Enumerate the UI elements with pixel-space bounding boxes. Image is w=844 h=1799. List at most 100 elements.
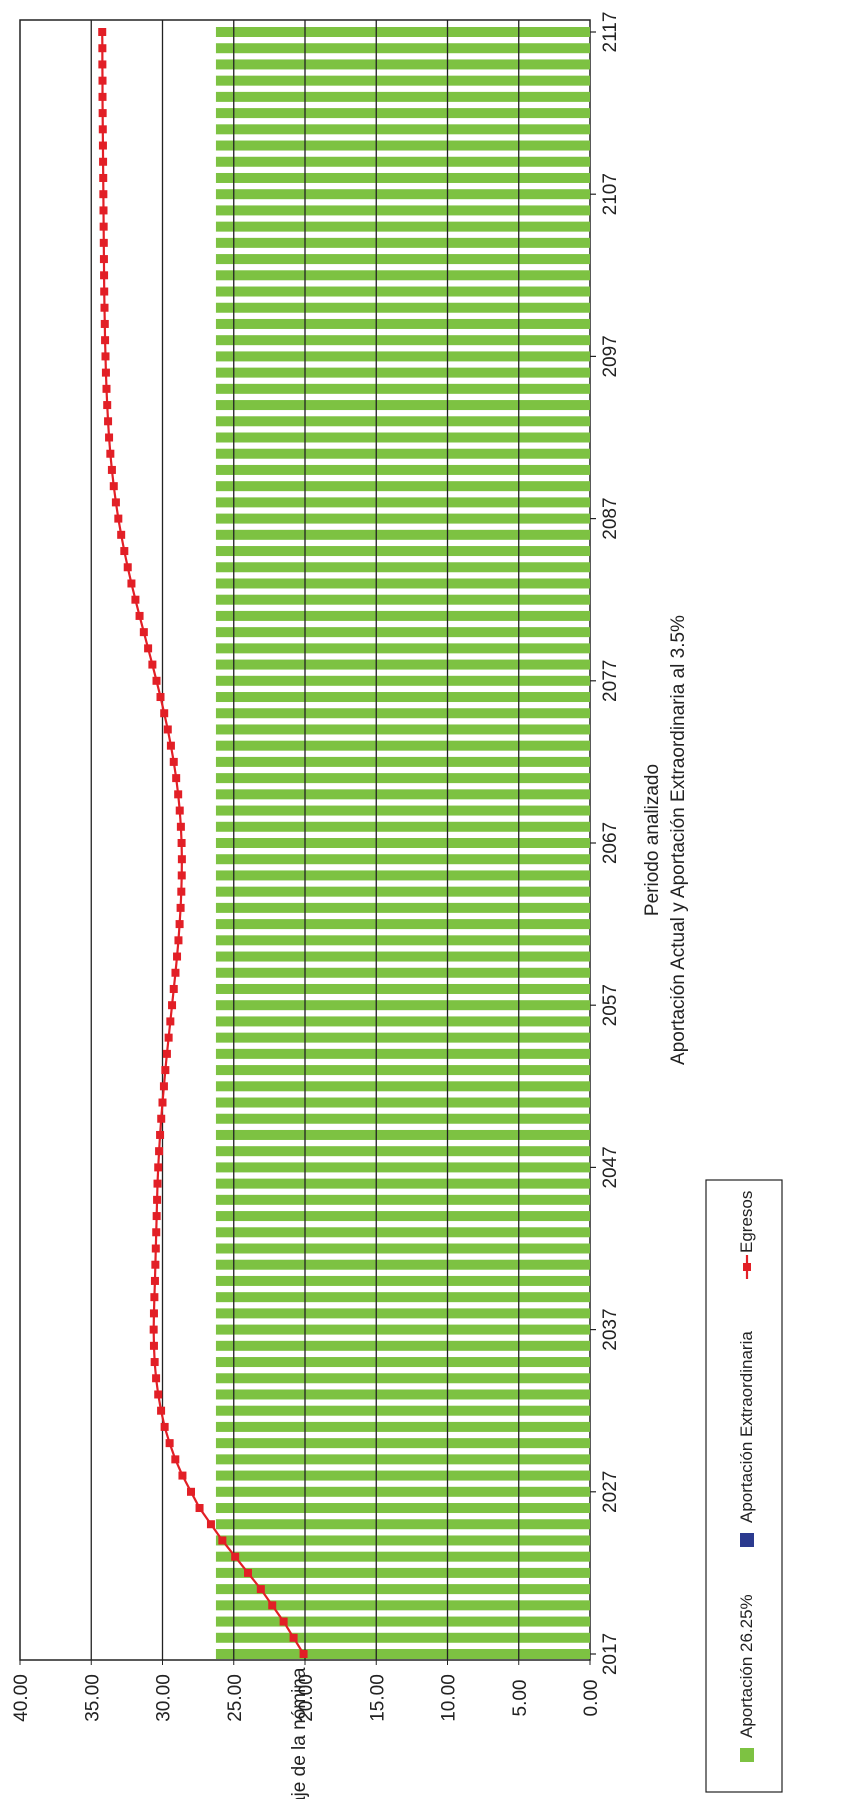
bar-aportacion [215,643,590,654]
egresos-point [164,1033,173,1042]
bar-aportacion [215,594,590,605]
bar-aportacion [215,1048,590,1059]
egresos-point [102,384,111,393]
egresos-point [149,1325,158,1334]
bar-aportacion [215,1016,590,1027]
egresos-point [157,1406,166,1415]
bar-aportacion [215,367,590,378]
bar-aportacion [215,546,590,557]
x-tick-label: 2047 [600,1146,621,1188]
bar-aportacion [215,951,590,962]
x-tick-label: 2057 [600,984,621,1026]
egresos-point [158,1098,167,1107]
bar-aportacion [215,27,590,37]
bar-aportacion [215,124,590,135]
egresos-point [176,822,185,831]
egresos-point [98,28,107,36]
egresos-point [149,1341,158,1350]
egresos-point [150,1358,159,1367]
bar-aportacion [215,1632,590,1643]
bar-aportacion [215,1243,590,1254]
x-tick-label: 2077 [600,660,621,702]
egresos-point [100,303,109,312]
y-tick-label: 0.00 [581,1680,602,1717]
bar-aportacion [215,1065,590,1076]
egresos-point [177,887,186,896]
bar-aportacion [215,659,590,670]
x-tick-label: 2017 [600,1633,621,1675]
x-tick-label: 2067 [600,822,621,864]
bar-aportacion [215,1357,590,1368]
bar-aportacion [215,1405,590,1416]
bar-aportacion [215,513,590,524]
bar-aportacion [215,1340,590,1351]
bar-aportacion [215,1129,590,1140]
egresos-point [99,222,108,231]
bars-group [215,27,590,1659]
bar-aportacion [215,1194,590,1205]
egresos-point [99,238,108,247]
bar-aportacion [215,1454,590,1465]
egresos-point [100,271,109,280]
bar-aportacion [215,1097,590,1108]
y-tick-label: 30.00 [154,1674,175,1722]
egresos-point [153,1179,162,1188]
bar-aportacion [215,1438,590,1449]
egresos-point [175,806,184,815]
legend-egresos-marker [743,1263,751,1271]
bar-aportacion [215,1486,590,1497]
x-tick-label: 2037 [600,1308,621,1350]
y-axis-title: Porcentaje de la nómina [289,1667,310,1799]
bar-aportacion [215,692,590,703]
legend-aportacion-label: Aportación 26.25% [737,1594,756,1738]
egresos-point [153,1195,162,1204]
egresos-point [107,465,116,474]
bar-aportacion [215,1421,590,1432]
y-tick-label: 15.00 [367,1674,388,1722]
egresos-point [171,1455,180,1464]
bar-aportacion [215,1259,590,1270]
y-tick-label: 40.00 [11,1674,32,1722]
bar-aportacion [215,189,590,200]
bar-aportacion [215,675,590,686]
bar-aportacion [215,1373,590,1384]
egresos-point [106,449,115,458]
bar-aportacion [215,1324,590,1335]
egresos-point [100,287,109,296]
egresos-point [187,1487,195,1496]
bar-aportacion [215,156,590,167]
egresos-point [156,1130,165,1139]
egresos-point [152,1228,161,1237]
bar-aportacion [215,497,590,508]
bar-aportacion [215,1178,590,1189]
egresos-point [178,1471,187,1480]
egresos-point [98,76,107,85]
legend-extraordinaria-label: Aportación Extraordinaria [737,1331,756,1523]
bar-aportacion [215,318,590,329]
egresos-point [104,417,113,426]
egresos-point [99,206,108,215]
egresos-point [144,644,153,653]
bar-aportacion [215,756,590,767]
bar-aportacion [215,610,590,621]
egresos-point [279,1617,288,1626]
egresos-point [99,157,108,166]
egresos-point [165,1439,174,1448]
bar-aportacion [215,432,590,443]
bar-aportacion [215,481,590,492]
egresos-point [100,319,109,328]
bar-aportacion [215,1308,590,1319]
x-tick-label: 2107 [600,173,621,215]
egresos-point [231,1552,240,1561]
egresos-point [174,790,183,799]
egresos-point [135,611,144,620]
bar-aportacion [215,1000,590,1011]
egresos-point [148,660,157,669]
egresos-point [149,1309,158,1318]
bar-aportacion [215,1081,590,1092]
y-tick-label: 35.00 [82,1674,103,1722]
egresos-point [98,109,107,118]
bar-aportacion [215,578,590,589]
egresos-markers [98,28,308,1658]
bar-aportacion [215,902,590,913]
